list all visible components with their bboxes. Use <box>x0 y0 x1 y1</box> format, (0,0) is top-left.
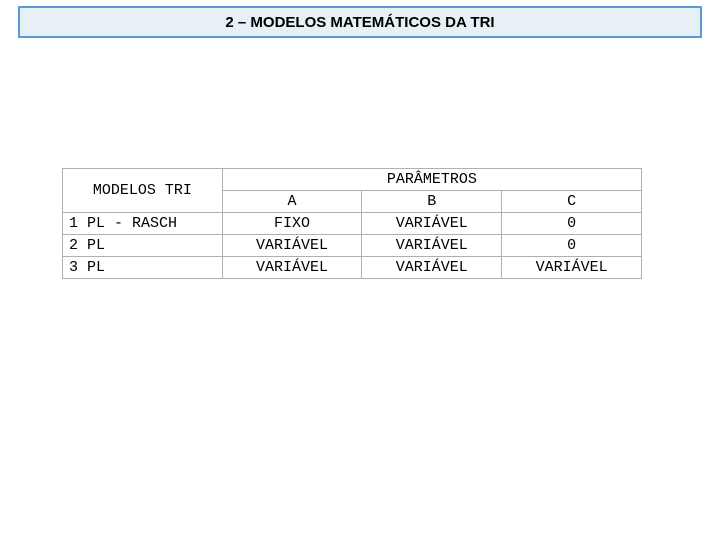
header-col-c: C <box>502 191 642 213</box>
cell-b: VARIÁVEL <box>362 235 502 257</box>
page-title: 2 – MODELOS MATEMÁTICOS DA TRI <box>225 14 494 31</box>
cell-b: VARIÁVEL <box>362 213 502 235</box>
cell-a: VARIÁVEL <box>222 235 362 257</box>
cell-c: 0 <box>502 213 642 235</box>
table-row: 1 PL - RASCH FIXO VARIÁVEL 0 <box>63 213 642 235</box>
table-row: 2 PL VARIÁVEL VARIÁVEL 0 <box>63 235 642 257</box>
models-table-wrapper: MODELOS TRI PARÂMETROS A B C 1 PL - RASC… <box>62 168 642 279</box>
title-bar: 2 – MODELOS MATEMÁTICOS DA TRI <box>18 6 702 38</box>
cell-model: 2 PL <box>63 235 223 257</box>
models-table: MODELOS TRI PARÂMETROS A B C 1 PL - RASC… <box>62 168 642 279</box>
cell-c: 0 <box>502 235 642 257</box>
cell-b: VARIÁVEL <box>362 257 502 279</box>
header-col-a: A <box>222 191 362 213</box>
header-models: MODELOS TRI <box>63 169 223 213</box>
cell-model: 3 PL <box>63 257 223 279</box>
cell-c: VARIÁVEL <box>502 257 642 279</box>
cell-model: 1 PL - RASCH <box>63 213 223 235</box>
table-header-row-1: MODELOS TRI PARÂMETROS <box>63 169 642 191</box>
header-col-b: B <box>362 191 502 213</box>
header-parameters: PARÂMETROS <box>222 169 641 191</box>
table-row: 3 PL VARIÁVEL VARIÁVEL VARIÁVEL <box>63 257 642 279</box>
cell-a: FIXO <box>222 213 362 235</box>
cell-a: VARIÁVEL <box>222 257 362 279</box>
